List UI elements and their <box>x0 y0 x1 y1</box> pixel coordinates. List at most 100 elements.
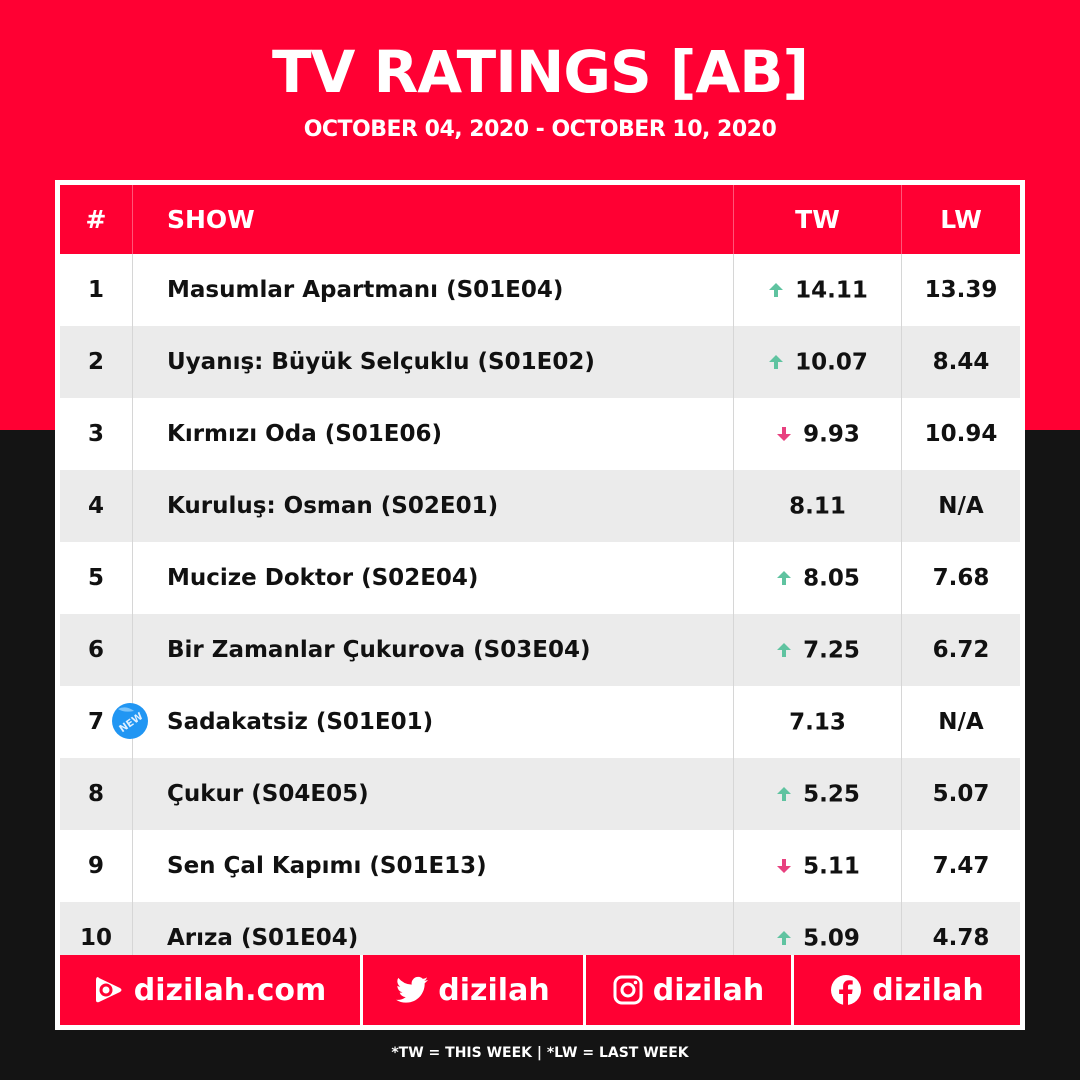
header-tw: TW <box>733 185 902 254</box>
lw-cell: 6.72 <box>901 614 1020 686</box>
show-name: Sadakatsiz (S01E01) <box>167 709 434 735</box>
rank: 4 <box>87 493 104 519</box>
social-footer: dizilah.com dizilah dizilah dizilah <box>60 955 1020 1025</box>
rank: 9 <box>87 853 104 879</box>
lw-cell: N/A <box>902 686 1021 758</box>
lw-rating: 7.68 <box>932 565 990 591</box>
table-row: 1 Masumlar Apartmanı (S01E04) 14.11 13.3… <box>60 254 1020 326</box>
tw-cell: 8.11 <box>733 470 902 542</box>
rank-cell: 2 <box>60 326 133 398</box>
trend-up-icon <box>769 355 784 370</box>
table-row: 2 Uyanış: Büyük Selçuklu (S01E02) 10.07 … <box>60 326 1020 398</box>
lw-cell: 7.47 <box>902 830 1021 902</box>
lw-cell: 7.68 <box>902 542 1021 614</box>
show-cell: Sen Çal Kapımı (S01E13) <box>132 830 734 902</box>
lw-rating: 6.72 <box>932 637 990 663</box>
show-cell: Çukur (S04E05) <box>132 758 734 830</box>
tw-rating: 7.25 <box>803 637 860 664</box>
show-cell: Uyanış: Büyük Selçuklu (S01E02) <box>132 326 734 398</box>
tw-rating: 5.11 <box>803 853 860 880</box>
show-name: Arıza (S01E04) <box>167 925 359 951</box>
tw-cell: 5.11 <box>733 830 902 902</box>
tw-cell: 10.07 <box>733 326 902 398</box>
instagram-icon <box>613 975 643 1005</box>
lw-rating: 8.44 <box>932 349 990 375</box>
trend-up-icon <box>777 787 792 802</box>
footer-facebook[interactable]: dizilah <box>794 955 1020 1025</box>
website-play-icon <box>95 977 122 1003</box>
tw-cell: 8.05 <box>733 542 902 614</box>
show-name: Sen Çal Kapımı (S01E13) <box>167 853 487 879</box>
rank: 6 <box>87 637 104 663</box>
trend-up-icon <box>769 283 784 298</box>
rank: 1 <box>87 277 104 303</box>
show-name: Kuruluş: Osman (S02E01) <box>167 493 499 519</box>
trend-down-icon <box>777 427 792 442</box>
rank-cell: 9 <box>60 830 133 902</box>
tw-rating: 10.07 <box>795 349 868 376</box>
show-name: Mucize Doktor (S02E04) <box>167 565 479 591</box>
tw-rating: 9.93 <box>803 421 860 448</box>
lw-rating: 7.47 <box>932 853 990 879</box>
rank-cell: 6 <box>60 614 133 686</box>
lw-rating: 4.78 <box>932 925 990 951</box>
lw-rating: 10.94 <box>924 421 998 447</box>
rank-cell: 1 <box>60 254 133 326</box>
table-header: # SHOW TW LW <box>60 185 1020 254</box>
tw-cell: 7.25 <box>733 614 902 686</box>
lw-cell: 5.07 <box>901 758 1020 830</box>
show-cell: Mucize Doktor (S02E04) <box>132 542 734 614</box>
header-show: SHOW <box>132 185 734 254</box>
table-row: 10 Arıza (S01E04) 5.09 4.78 <box>60 902 1020 974</box>
trend-up-icon <box>777 571 792 586</box>
header-rank: # <box>60 185 133 254</box>
show-name: Kırmızı Oda (S01E06) <box>167 421 443 447</box>
footer-label: dizilah <box>652 972 765 1008</box>
lw-rating: 13.39 <box>924 277 998 303</box>
footer-website[interactable]: dizilah.com <box>60 955 363 1025</box>
show-name: Bir Zamanlar Çukurova (S03E04) <box>167 637 591 663</box>
trend-up-icon <box>777 643 792 658</box>
rank-cell: 5 <box>60 542 133 614</box>
rank: 8 <box>87 781 104 807</box>
lw-cell: 8.44 <box>901 326 1020 398</box>
footer-instagram[interactable]: dizilah <box>586 955 794 1025</box>
show-name: Çukur (S04E05) <box>167 781 369 807</box>
table-row: 9 Sen Çal Kapımı (S01E13) 5.11 7.47 <box>60 830 1020 902</box>
table-row: 7 NEW Sadakatsiz (S01E01) 7.13 N/A <box>60 686 1020 758</box>
rank-cell: 3 <box>60 398 133 470</box>
show-cell: Sadakatsiz (S01E01) <box>132 686 734 758</box>
trend-down-icon <box>777 859 792 874</box>
footer-label: dizilah <box>438 972 550 1008</box>
lw-rating: 5.07 <box>932 781 990 807</box>
show-cell: Bir Zamanlar Çukurova (S03E04) <box>132 614 734 686</box>
rank: 7 <box>87 709 104 735</box>
tw-cell: 5.25 <box>733 758 902 830</box>
ratings-table: # SHOW TW LW 1 Masumlar Apartmanı (S01E0… <box>60 185 1020 974</box>
table-row: 8 Çukur (S04E05) 5.25 5.07 <box>60 758 1020 830</box>
date-range: OCTOBER 04, 2020 - OCTOBER 10, 2020 <box>303 117 777 142</box>
lw-cell: 13.39 <box>902 254 1021 326</box>
show-name: Masumlar Apartmanı (S01E04) <box>167 277 564 303</box>
tw-rating: 8.11 <box>789 493 846 520</box>
twitter-icon <box>396 976 429 1003</box>
tw-cell: 9.93 <box>733 398 902 470</box>
footer-twitter[interactable]: dizilah <box>363 955 586 1025</box>
table-row: 6 Bir Zamanlar Çukurova (S03E04) 7.25 6.… <box>60 614 1020 686</box>
rank-cell: 4 <box>60 470 133 542</box>
rank-cell: 8 <box>60 758 133 830</box>
legend-note: *TW = THIS WEEK | *LW = LAST WEEK <box>391 1045 689 1061</box>
show-cell: Kırmızı Oda (S01E06) <box>132 398 734 470</box>
page-title: TV RATINGS [AB] <box>271 38 809 106</box>
lw-cell: N/A <box>901 470 1020 542</box>
facebook-icon <box>831 975 862 1005</box>
tw-rating: 14.11 <box>795 277 868 304</box>
tw-rating: 7.13 <box>789 709 846 736</box>
trend-up-icon <box>777 931 792 946</box>
rank-cell: 7 NEW <box>60 686 148 758</box>
rank: 3 <box>87 421 104 447</box>
rank: 10 <box>79 925 112 951</box>
rank: 2 <box>87 349 104 375</box>
lw-rating: N/A <box>938 493 984 519</box>
lw-rating: N/A <box>938 709 984 735</box>
